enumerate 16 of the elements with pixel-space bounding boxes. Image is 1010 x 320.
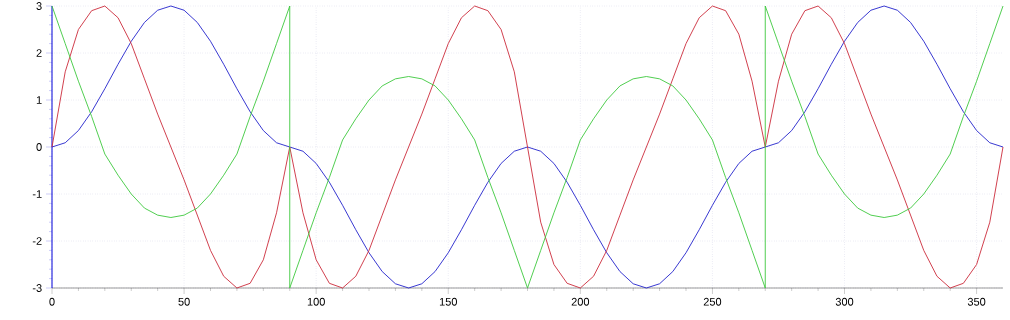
x-tick-label: 50 [178, 297, 190, 306]
x-tick-label: 100 [307, 297, 325, 306]
x-tick-label: 350 [967, 297, 986, 306]
y-tick-label: -1 [32, 190, 42, 198]
y-tick-label: 1 [36, 96, 42, 104]
line-series [51, 5, 1004, 289]
x-tick-label: 300 [835, 297, 854, 306]
y-tick-label: 2 [36, 49, 42, 57]
x-tick-label: 0 [49, 297, 55, 306]
x-tick-label: 250 [703, 297, 722, 306]
x-tick-label: 200 [571, 297, 590, 306]
y-tick-label: 3 [36, 2, 42, 10]
y-tick-label: 0 [36, 143, 42, 151]
y-tick-label: -2 [32, 237, 42, 245]
x-tick-label: 150 [439, 297, 457, 306]
y-tick-label: -3 [32, 284, 42, 292]
